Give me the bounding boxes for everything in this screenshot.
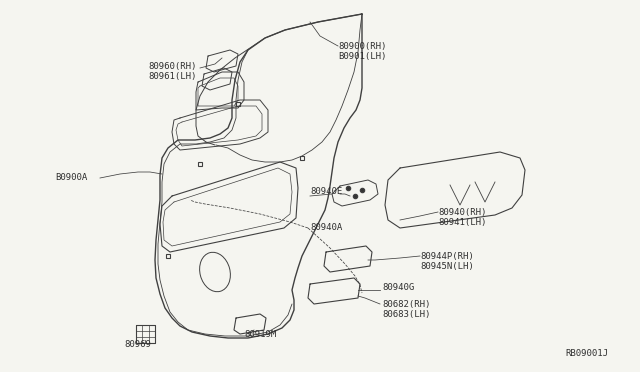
Text: 80960(RH)
80961(LH): 80960(RH) 80961(LH) [148, 62, 196, 81]
Text: 80940A: 80940A [310, 224, 342, 232]
Text: 80940(RH)
80941(LH): 80940(RH) 80941(LH) [438, 208, 486, 227]
Text: 80682(RH)
80683(LH): 80682(RH) 80683(LH) [382, 300, 430, 320]
Text: 80900(RH)
B0901(LH): 80900(RH) B0901(LH) [338, 42, 387, 61]
Text: 80940G: 80940G [382, 283, 414, 292]
Text: 80969: 80969 [125, 340, 152, 349]
Text: B0900A: B0900A [55, 173, 87, 183]
Text: 80940E: 80940E [310, 187, 342, 196]
Text: 80944P(RH)
80945N(LH): 80944P(RH) 80945N(LH) [420, 252, 474, 272]
Text: RB09001J: RB09001J [565, 349, 608, 358]
Text: 80919M: 80919M [244, 330, 276, 339]
